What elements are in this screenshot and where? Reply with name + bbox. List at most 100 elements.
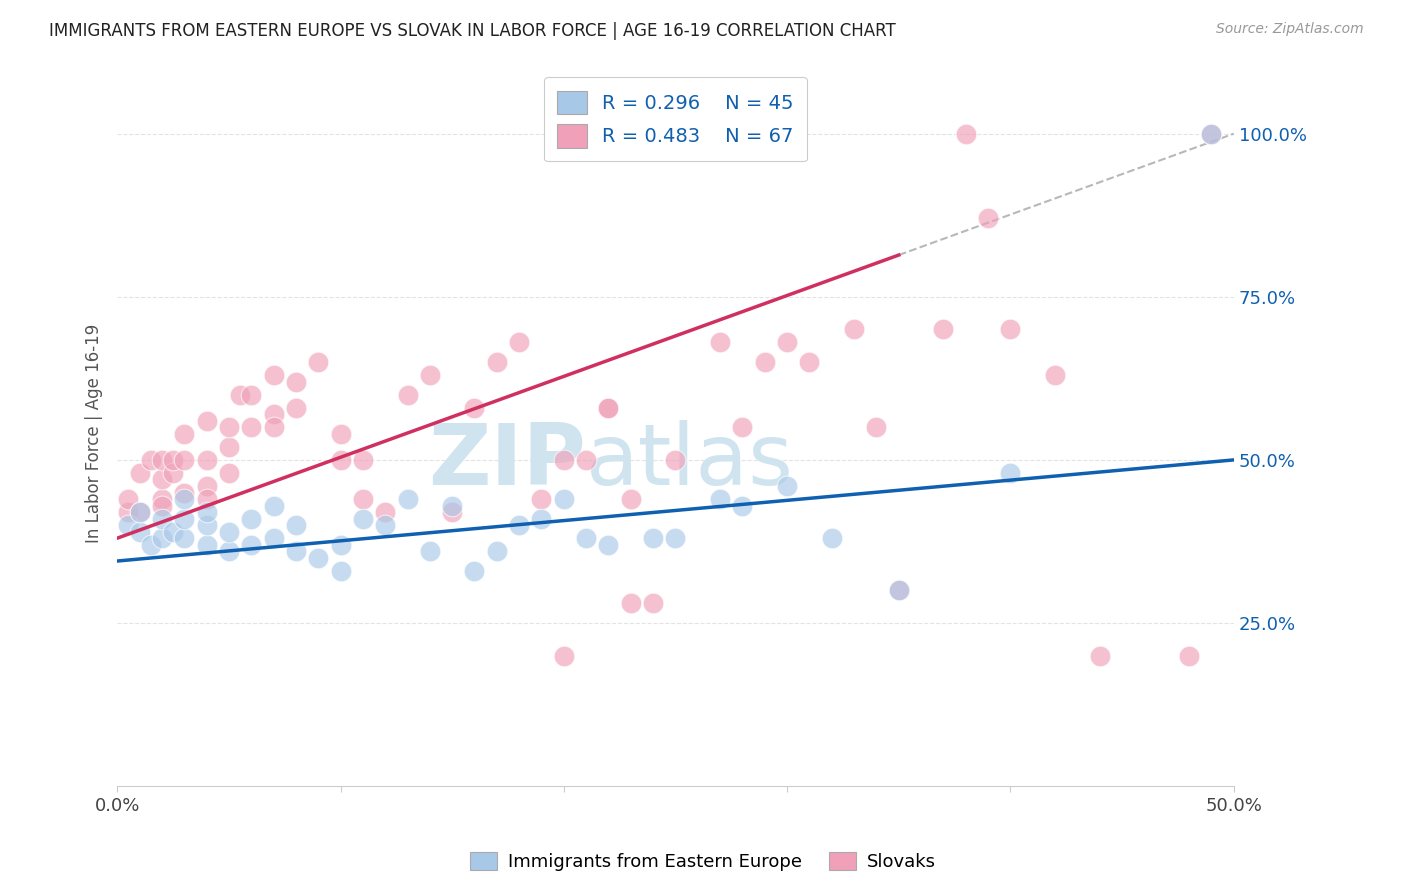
Point xyxy=(195,491,218,506)
Point xyxy=(284,518,307,533)
Point xyxy=(162,524,184,539)
Point xyxy=(1088,648,1111,663)
Point xyxy=(419,368,441,382)
Text: IMMIGRANTS FROM EASTERN EUROPE VS SLOVAK IN LABOR FORCE | AGE 16-19 CORRELATION : IMMIGRANTS FROM EASTERN EUROPE VS SLOVAK… xyxy=(49,22,896,40)
Point xyxy=(553,453,575,467)
Point xyxy=(195,479,218,493)
Point xyxy=(1000,466,1022,480)
Point xyxy=(776,335,799,350)
Point xyxy=(709,491,731,506)
Point xyxy=(1178,648,1201,663)
Point xyxy=(307,550,329,565)
Point xyxy=(218,544,240,558)
Point xyxy=(463,401,485,415)
Point xyxy=(553,648,575,663)
Y-axis label: In Labor Force | Age 16-19: In Labor Force | Age 16-19 xyxy=(86,324,103,543)
Legend: Immigrants from Eastern Europe, Slovaks: Immigrants from Eastern Europe, Slovaks xyxy=(463,845,943,879)
Point xyxy=(263,499,285,513)
Point xyxy=(485,355,508,369)
Point xyxy=(240,420,263,434)
Point xyxy=(352,511,374,525)
Point xyxy=(162,466,184,480)
Point xyxy=(117,505,139,519)
Point xyxy=(374,518,396,533)
Point xyxy=(865,420,887,434)
Point xyxy=(887,583,910,598)
Point xyxy=(173,491,195,506)
Text: Source: ZipAtlas.com: Source: ZipAtlas.com xyxy=(1216,22,1364,37)
Point xyxy=(307,355,329,369)
Point xyxy=(150,511,173,525)
Point xyxy=(799,355,821,369)
Point xyxy=(195,505,218,519)
Point xyxy=(229,387,252,401)
Point xyxy=(329,426,352,441)
Text: ZIP: ZIP xyxy=(429,420,586,503)
Point xyxy=(598,401,620,415)
Point xyxy=(128,505,150,519)
Point xyxy=(284,375,307,389)
Point xyxy=(598,401,620,415)
Point xyxy=(240,511,263,525)
Point xyxy=(664,531,686,545)
Point xyxy=(508,335,530,350)
Point xyxy=(284,544,307,558)
Point xyxy=(150,531,173,545)
Point xyxy=(263,531,285,545)
Point xyxy=(731,420,754,434)
Point xyxy=(150,453,173,467)
Point xyxy=(173,426,195,441)
Point xyxy=(575,531,598,545)
Point xyxy=(150,499,173,513)
Point xyxy=(776,479,799,493)
Point xyxy=(284,401,307,415)
Point xyxy=(664,453,686,467)
Point xyxy=(1000,322,1022,336)
Point xyxy=(842,322,865,336)
Point xyxy=(117,491,139,506)
Point xyxy=(575,453,598,467)
Point xyxy=(955,127,977,141)
Point xyxy=(329,538,352,552)
Point xyxy=(1201,127,1223,141)
Point xyxy=(419,544,441,558)
Point xyxy=(218,524,240,539)
Point xyxy=(553,491,575,506)
Point xyxy=(173,531,195,545)
Point xyxy=(128,505,150,519)
Point xyxy=(218,440,240,454)
Point xyxy=(709,335,731,350)
Point xyxy=(329,453,352,467)
Point xyxy=(598,538,620,552)
Point xyxy=(218,466,240,480)
Point xyxy=(173,511,195,525)
Point xyxy=(508,518,530,533)
Point xyxy=(441,499,464,513)
Point xyxy=(218,420,240,434)
Point xyxy=(887,583,910,598)
Point xyxy=(128,466,150,480)
Point xyxy=(352,491,374,506)
Point xyxy=(643,531,665,545)
Point xyxy=(530,511,553,525)
Point xyxy=(620,597,643,611)
Point xyxy=(263,420,285,434)
Point xyxy=(150,491,173,506)
Point xyxy=(173,485,195,500)
Point xyxy=(240,387,263,401)
Point xyxy=(485,544,508,558)
Point xyxy=(396,387,419,401)
Point xyxy=(932,322,955,336)
Point xyxy=(977,211,1000,226)
Point xyxy=(731,499,754,513)
Point xyxy=(643,597,665,611)
Point xyxy=(352,453,374,467)
Point xyxy=(150,473,173,487)
Point xyxy=(396,491,419,506)
Point xyxy=(195,414,218,428)
Point xyxy=(195,453,218,467)
Point xyxy=(240,538,263,552)
Point xyxy=(374,505,396,519)
Point xyxy=(139,538,162,552)
Point xyxy=(463,564,485,578)
